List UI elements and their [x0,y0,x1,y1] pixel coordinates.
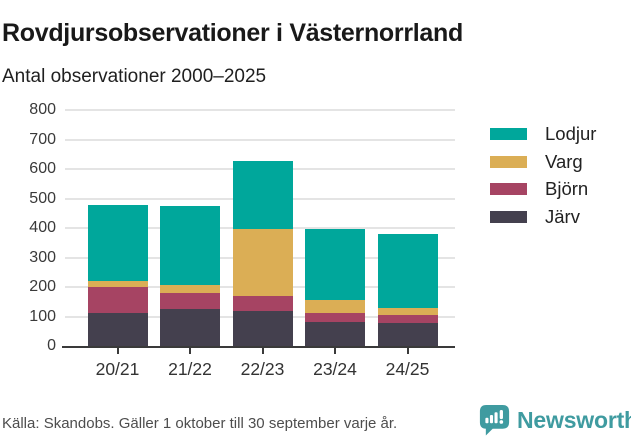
y-axis-tick-label: 800 [29,101,56,118]
y-axis-tick-label: 100 [29,307,56,325]
bar-segment-varg-20-21 [87,281,148,288]
x-axis-label: 22/23 [240,359,285,379]
legend-label: Lodjur [545,123,597,144]
y-axis-tick-label: 200 [29,278,56,295]
gridline [65,109,455,111]
bar-segment-varg-24-25 [377,307,438,316]
x-axis-label: 23/24 [313,359,357,379]
legend-swatch-icon [490,128,527,140]
legend-item-varg: Varg [490,151,596,172]
x-axis-tick [261,348,264,354]
legend-label: Varg [545,150,583,172]
chart-subtitle: Antal observationer 2000–2025 [2,66,267,87]
bar-segment-varg-22-23 [232,229,293,297]
legend-swatch-icon [490,155,527,168]
bar-segment-järv-21-22 [160,309,220,346]
x-axis-tick [334,348,336,354]
y-axis-tick-label: 500 [29,189,56,207]
legend-item-lodjur: Lodjur [490,123,596,144]
bar-segment-björn-24-25 [377,315,438,323]
legend-swatch-icon [490,183,527,195]
x-axis-label: 21/22 [168,359,212,379]
y-axis-tick-label: 0 [47,337,56,354]
y-axis-tick-label: 400 [29,219,56,236]
legend-item-järv: Järv [490,206,596,227]
x-axis-tick [116,348,119,354]
bar-segment-järv-24-25 [377,322,438,346]
bar-segment-lodjur-21-22 [160,206,220,286]
bar-segment-lodjur-24-25 [377,234,438,308]
bar-segment-lodjur-23-24 [305,229,365,300]
chart-legend: Lodjur Varg Björn Järv [490,123,596,238]
x-axis-label: 24/25 [385,359,430,379]
bar-segment-järv-20-21 [87,312,148,346]
y-axis-tick-label: 300 [29,248,56,266]
legend-label: Järv [545,205,580,227]
y-axis-tick-label: 700 [29,130,56,148]
newsworthy-wordmark: Newsworthy [517,407,631,433]
legend-label: Björn [545,178,589,199]
bar-segment-björn-22-23 [232,296,293,312]
legend-item-björn: Björn [490,178,596,199]
bar-segment-varg-21-22 [160,285,220,294]
bar-segment-varg-23-24 [305,299,365,314]
x-axis-tick [189,348,191,354]
bar-segment-järv-22-23 [232,311,293,346]
bar-segment-björn-21-22 [160,293,220,310]
bar-segment-björn-23-24 [305,313,365,322]
bar-segment-järv-23-24 [305,321,365,346]
gridline [65,138,455,141]
legend-swatch-icon [490,210,527,223]
source-note: Källa: Skandobs. Gäller 1 oktober till 3… [2,415,398,432]
bar-segment-lodjur-22-23 [232,161,293,230]
page-title: Rovdjursobservationer i Västernorrland [2,18,463,47]
newsworthy-logo: Newsworthy [479,404,631,437]
x-axis-label: 20/21 [95,359,140,379]
bar-segment-lodjur-20-21 [87,204,148,282]
x-axis-line [62,346,455,348]
y-axis-tick-label: 600 [29,160,56,177]
x-axis-tick [406,348,409,354]
newsworthy-chart-bubble-icon [479,405,510,436]
bar-segment-björn-20-21 [87,287,148,313]
